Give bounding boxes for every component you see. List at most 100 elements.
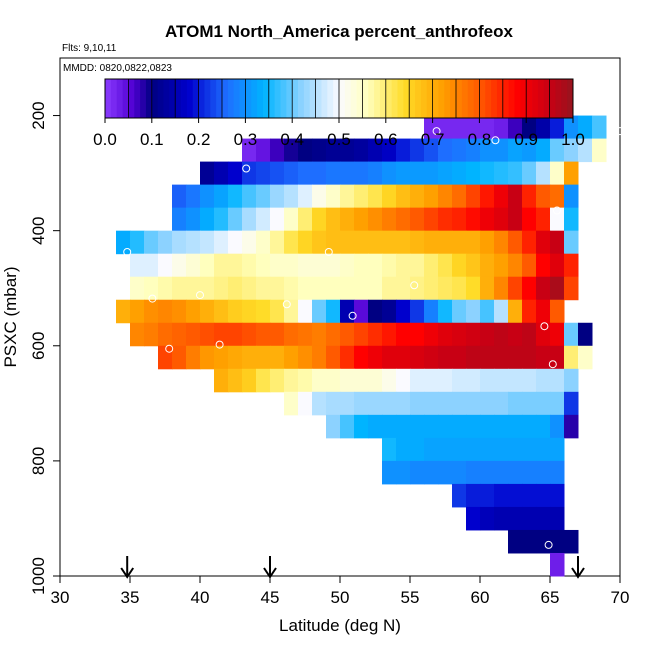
heatmap-cell	[256, 207, 271, 232]
x-tick-label: 70	[611, 588, 630, 607]
heatmap-cell	[410, 184, 425, 209]
heatmap-cell	[340, 138, 355, 163]
heatmap-cell	[592, 138, 607, 163]
heatmap-cell	[368, 276, 383, 301]
heatmap-cell	[438, 115, 453, 140]
colorbar-segment	[251, 79, 258, 118]
colorbar-segment	[262, 79, 270, 118]
heatmap-cell	[312, 207, 327, 232]
heatmap-cell	[424, 414, 439, 439]
heatmap-cell	[228, 161, 243, 186]
heatmap-cell	[466, 368, 481, 393]
heatmap-cell	[550, 552, 565, 577]
heatmap-cell	[536, 138, 551, 163]
heatmap-cell	[578, 115, 593, 140]
heatmap-cell	[130, 230, 145, 255]
heatmap-cell	[130, 276, 145, 301]
heatmap-cell	[228, 207, 243, 232]
heatmap-cell	[326, 253, 341, 278]
heatmap-cell	[452, 322, 467, 347]
heatmap-cell	[522, 253, 537, 278]
heatmap-cell	[424, 299, 439, 324]
heatmap-cell	[410, 230, 425, 255]
heatmap-cell	[550, 299, 565, 324]
heatmap-cell	[480, 460, 495, 485]
heatmap-cell	[494, 391, 509, 416]
heatmap-cell	[410, 391, 425, 416]
y-axis: 200 400 600 800 1000	[29, 101, 60, 595]
heatmap-cell	[242, 184, 257, 209]
colorbar-segment	[537, 79, 545, 118]
colorbar-segment	[333, 79, 340, 118]
colorbar-segment	[450, 79, 457, 118]
heatmap-cell	[354, 322, 369, 347]
heatmap-cell	[312, 345, 327, 370]
heatmap-cell	[522, 345, 537, 370]
colorbar-segment	[204, 79, 211, 118]
colorbar-segment	[467, 79, 474, 118]
heatmap-cell	[214, 253, 229, 278]
heatmap-cell	[144, 230, 159, 255]
sample-points	[123, 127, 624, 549]
heatmap-cell	[242, 138, 257, 163]
colorbar-segment	[456, 79, 463, 118]
heatmap-cell	[564, 184, 579, 209]
heatmap-cell	[312, 391, 327, 416]
heatmap-cell	[214, 299, 229, 324]
heatmap-cell	[382, 161, 397, 186]
heatmap-cell	[382, 207, 397, 232]
heatmap-cell	[494, 299, 509, 324]
heatmap-cell	[536, 460, 551, 485]
heatmap-cell	[480, 368, 495, 393]
heatmap-cell	[522, 460, 537, 485]
heatmap-cell	[186, 276, 201, 301]
heatmap-cell	[270, 207, 285, 232]
heatmap-cell	[424, 276, 439, 301]
heatmap-cell	[494, 207, 509, 232]
x-tick-label: 40	[191, 588, 210, 607]
heatmap-cell	[256, 230, 271, 255]
heatmap-cell	[326, 322, 341, 347]
heatmap-cell	[256, 299, 271, 324]
heatmap-cell	[396, 414, 411, 439]
heatmap-cell	[242, 276, 257, 301]
colorbar-segment	[496, 79, 504, 118]
heatmap-cell	[130, 253, 145, 278]
heatmap-cell	[312, 322, 327, 347]
colorbar-segment	[502, 79, 510, 118]
heatmap-cell	[228, 253, 243, 278]
colorbar-segment	[491, 79, 498, 118]
heatmap-cell	[494, 506, 509, 531]
heatmap-cell	[438, 184, 453, 209]
heatmap-cell	[340, 299, 355, 324]
heatmap-cell	[158, 299, 173, 324]
heatmap-cell	[214, 345, 229, 370]
heatmap-cell	[396, 138, 411, 163]
heatmap-cell	[284, 161, 299, 186]
heatmap-cell	[536, 161, 551, 186]
heatmap-cell	[354, 414, 369, 439]
heatmap-cell	[368, 207, 383, 232]
heatmap-cell	[424, 391, 439, 416]
sample-point	[282, 300, 291, 309]
heatmap-cell	[550, 345, 565, 370]
heatmap-cell	[424, 115, 439, 140]
heatmap-cell	[508, 299, 523, 324]
heatmap-cell	[410, 253, 425, 278]
heatmap-cell	[410, 368, 425, 393]
colorbar-segment	[257, 79, 264, 118]
heatmap-cell	[438, 414, 453, 439]
heatmap-cell	[424, 368, 439, 393]
heatmap-cell	[312, 368, 327, 393]
heatmap-cell	[592, 115, 607, 140]
colorbar-segment	[268, 79, 276, 118]
heatmap-cell	[144, 299, 159, 324]
heatmap-cell	[494, 322, 509, 347]
heatmap-cell	[200, 299, 215, 324]
heatmap-cell	[172, 345, 187, 370]
heatmap-cell	[382, 368, 397, 393]
heatmap-cell	[452, 483, 467, 508]
colorbar-segment	[409, 79, 416, 118]
colorbar-segment	[151, 79, 159, 118]
heatmap-cell	[452, 299, 467, 324]
